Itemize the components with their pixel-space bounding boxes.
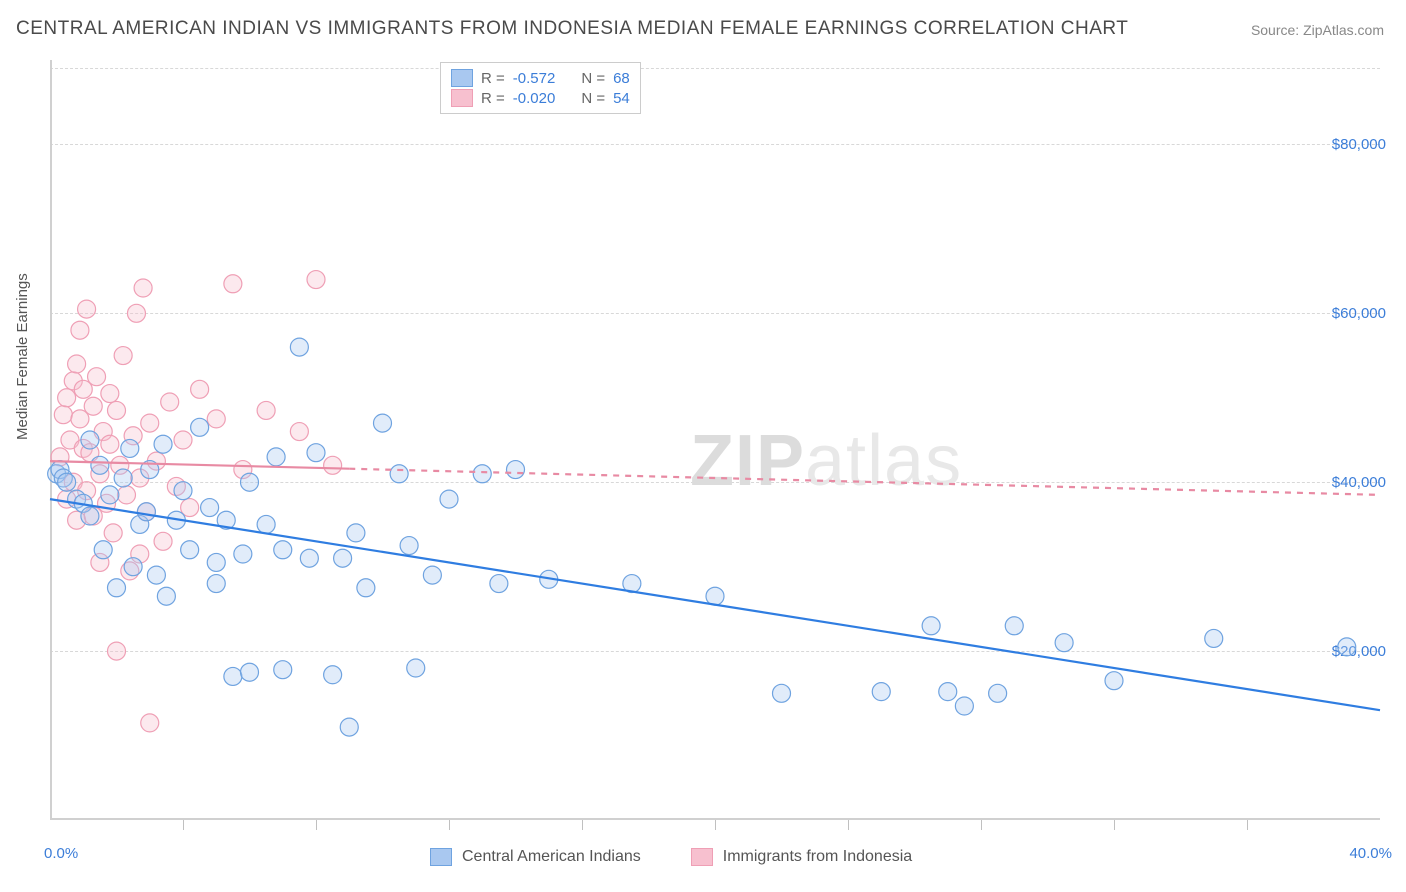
swatch-blue xyxy=(451,69,473,87)
chart-title: CENTRAL AMERICAN INDIAN VS IMMIGRANTS FR… xyxy=(16,18,1128,40)
x-tick xyxy=(316,820,317,830)
r-label: R = xyxy=(481,90,505,107)
n-value-2: 54 xyxy=(613,90,630,107)
x-axis-max-label: 40.0% xyxy=(1349,845,1392,862)
x-tick xyxy=(582,820,583,830)
r-value-2: -0.020 xyxy=(513,90,556,107)
n-value-1: 68 xyxy=(613,70,630,87)
correlation-row-2: R = -0.020 N = 54 xyxy=(451,89,630,107)
legend-label-2: Immigrants from Indonesia xyxy=(723,848,912,866)
x-tick xyxy=(183,820,184,830)
correlation-legend: R = -0.572 N = 68 R = -0.020 N = 54 xyxy=(440,62,641,114)
legend-label-1: Central American Indians xyxy=(462,848,641,866)
swatch-blue xyxy=(430,848,452,866)
r-value-1: -0.572 xyxy=(513,70,556,87)
swatch-pink xyxy=(451,89,473,107)
x-tick xyxy=(848,820,849,830)
r-label: R = xyxy=(481,70,505,87)
x-axis-min-label: 0.0% xyxy=(44,845,78,862)
scatter-plot xyxy=(50,60,1380,820)
y-axis-label: Median Female Earnings xyxy=(14,273,31,440)
n-label: N = xyxy=(581,70,605,87)
swatch-pink xyxy=(691,848,713,866)
source-attribution: Source: ZipAtlas.com xyxy=(1251,22,1384,38)
correlation-row-1: R = -0.572 N = 68 xyxy=(451,69,630,87)
x-tick xyxy=(715,820,716,830)
series-legend: Central American Indians Immigrants from… xyxy=(430,848,912,866)
x-tick xyxy=(981,820,982,830)
x-tick xyxy=(1114,820,1115,830)
x-tick xyxy=(1247,820,1248,830)
x-tick xyxy=(449,820,450,830)
n-label: N = xyxy=(581,90,605,107)
